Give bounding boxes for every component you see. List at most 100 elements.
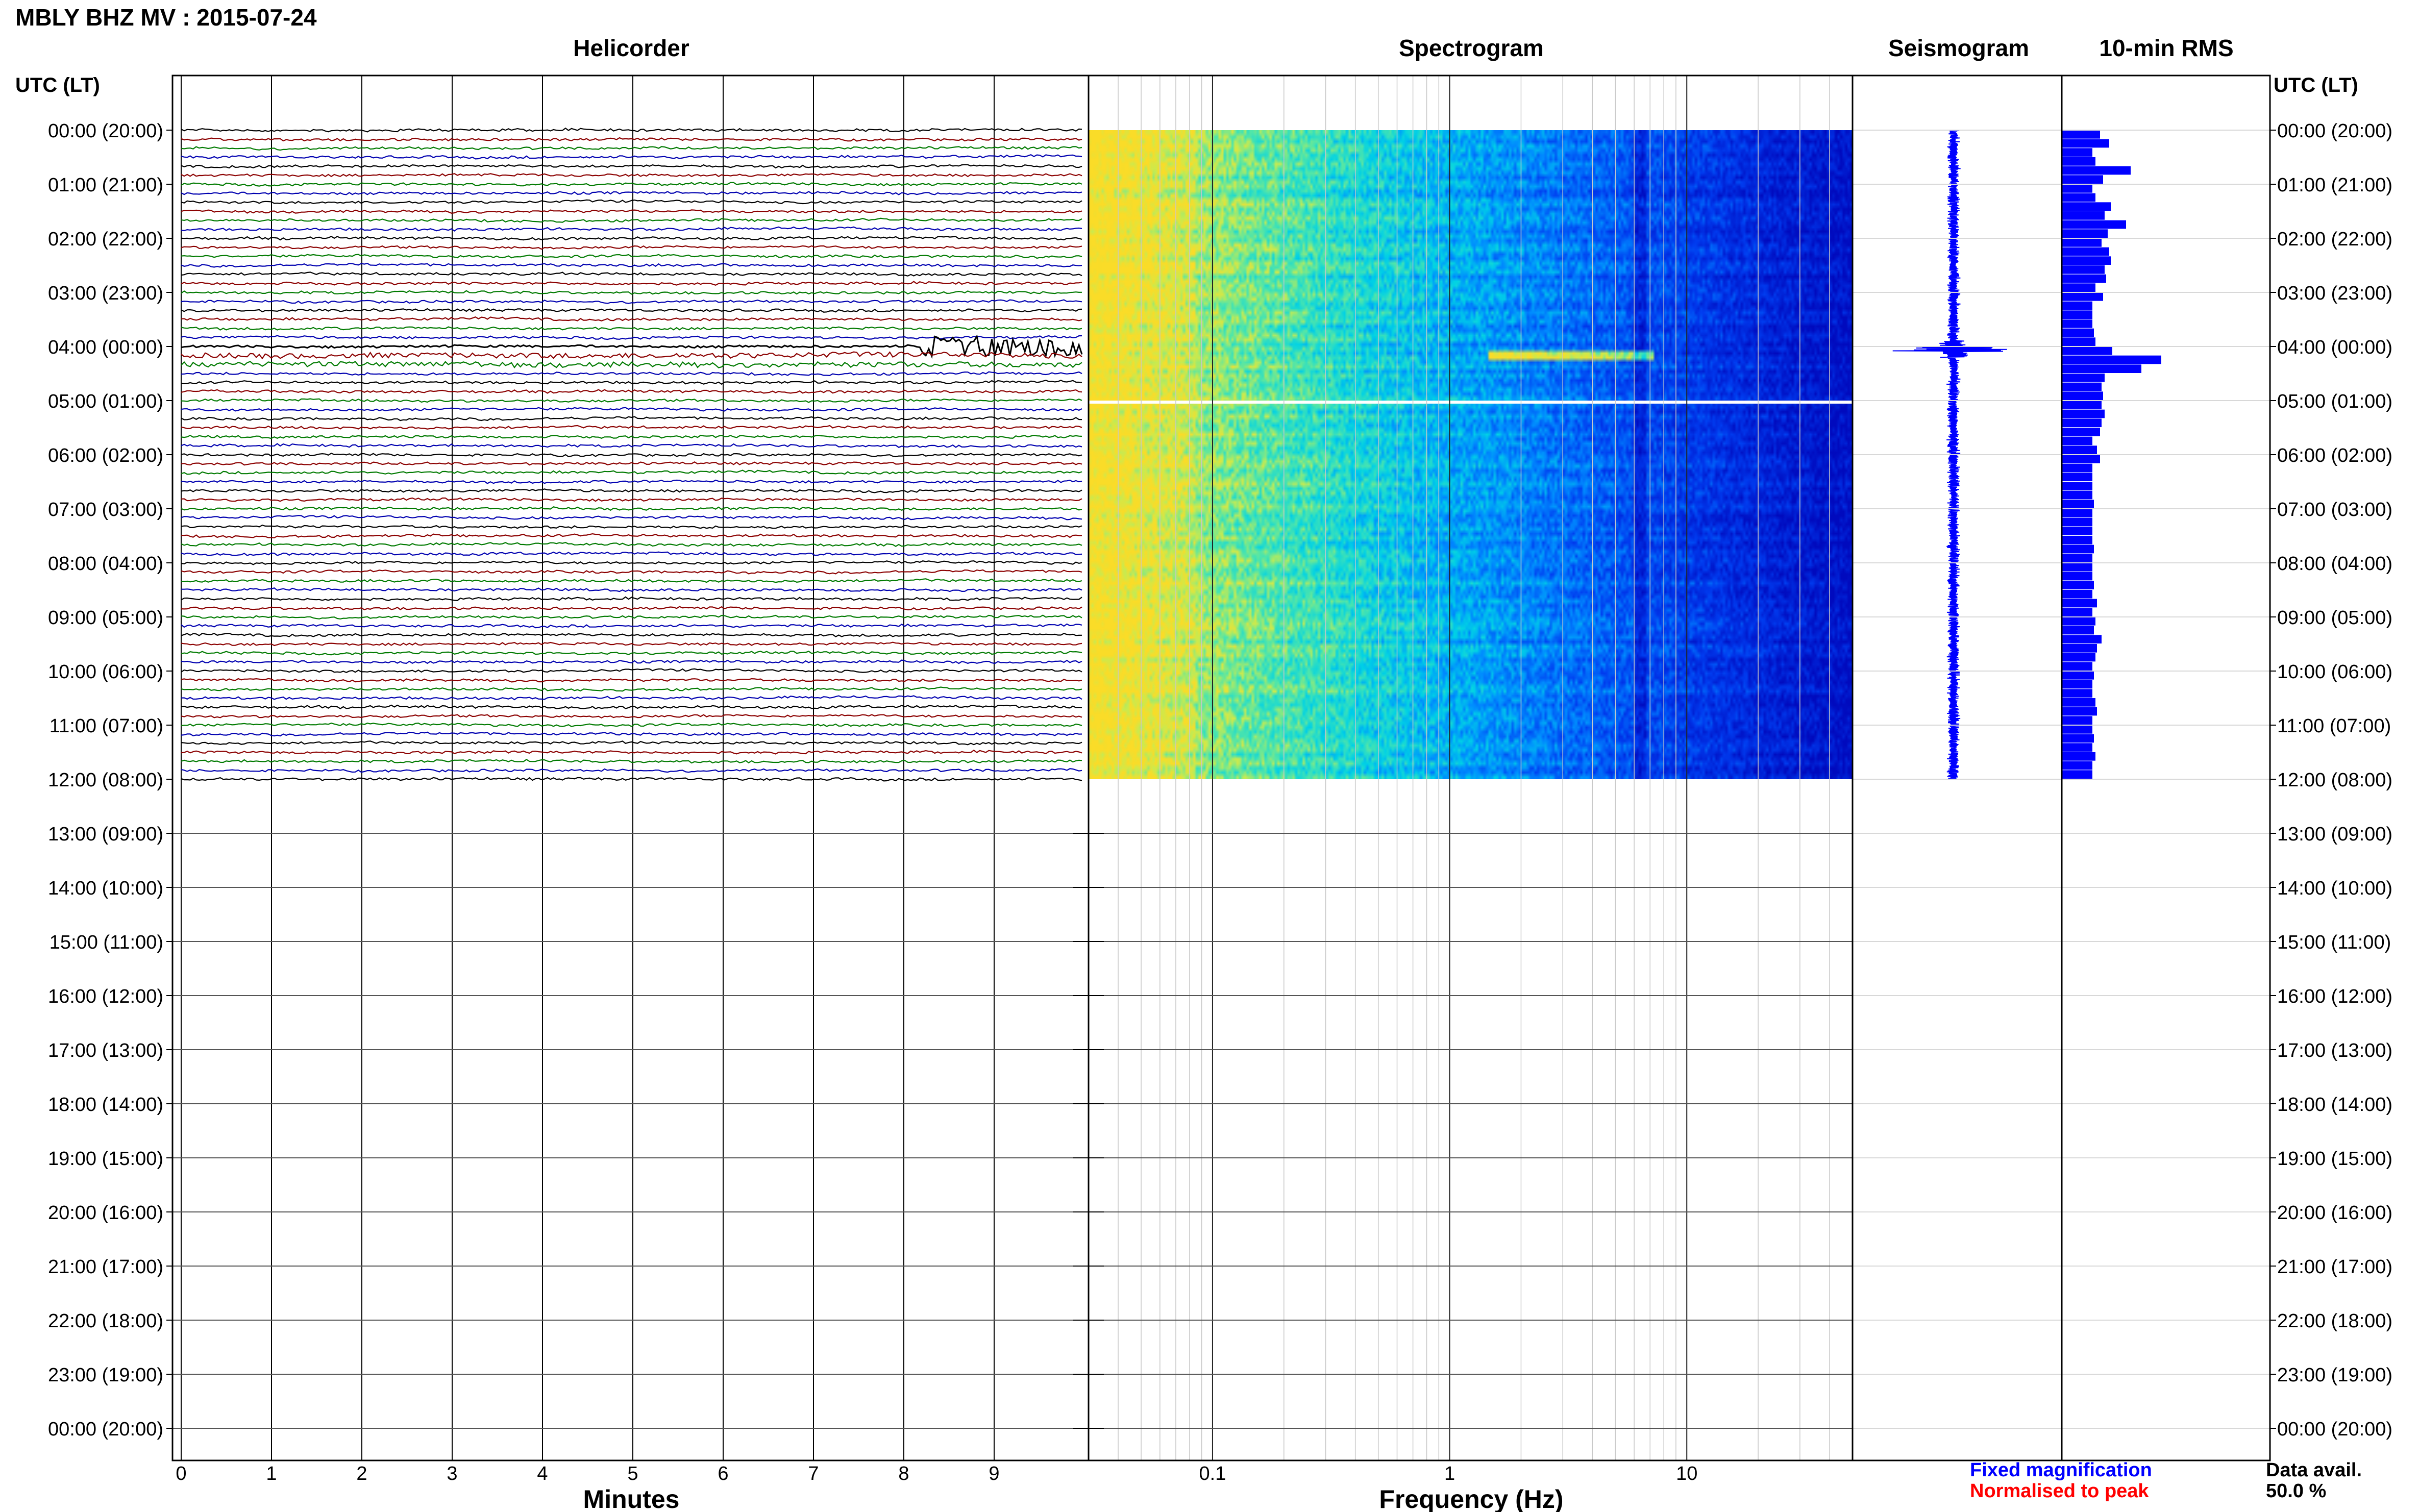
- rms-bar: [2062, 310, 2092, 319]
- hour-gridlines: [166, 130, 2276, 1429]
- time-label-left: 15:00 (11:00): [50, 932, 163, 953]
- rms-bar: [2062, 734, 2094, 743]
- time-label-left: 02:00 (22:00): [48, 229, 163, 250]
- time-label-right: 19:00 (15:00): [2277, 1148, 2392, 1170]
- rms-bar: [2062, 166, 2131, 175]
- rms-bar: [2062, 490, 2092, 500]
- minutes-tick-label: 3: [447, 1463, 457, 1484]
- helicorder-trace: [181, 758, 1082, 764]
- rms-bar: [2062, 473, 2092, 481]
- helicorder-trace: [181, 164, 1082, 169]
- helicorder-trace: [181, 154, 1082, 160]
- time-label-right: 02:00 (22:00): [2277, 229, 2392, 250]
- helicorder-trace: [181, 525, 1082, 529]
- helicorder-trace: [181, 416, 1082, 422]
- helicorder-trace: [181, 777, 1082, 782]
- figure-title: MBLY BHZ MV : 2015-07-24: [15, 4, 317, 31]
- left-axis-title: UTC (LT): [15, 74, 100, 96]
- helicorder-trace: [181, 199, 1082, 205]
- helicorder-trace: [181, 290, 1082, 295]
- helicorder-trace: [181, 606, 1082, 611]
- rms-bar: [2062, 770, 2092, 779]
- rms-bar: [2062, 608, 2092, 616]
- rms-bar: [2062, 671, 2094, 680]
- helicorder-trace: [181, 659, 1082, 664]
- time-label-right: 22:00 (18:00): [2277, 1310, 2392, 1332]
- helicorder-trace: [181, 749, 1082, 755]
- helicorder-trace: [181, 263, 1082, 268]
- rms-bar: [2062, 229, 2108, 238]
- rms-bar: [2062, 139, 2109, 148]
- fixed-magnification-legend: Fixed magnification: [1970, 1459, 2152, 1481]
- time-label-left: 16:00 (12:00): [48, 986, 163, 1007]
- rms-bar: [2062, 292, 2103, 301]
- rms-bar: [2062, 238, 2102, 247]
- helicorder-trace: [181, 768, 1082, 773]
- rms-bar: [2062, 274, 2106, 283]
- time-label-right: 12:00 (08:00): [2277, 770, 2392, 791]
- helicorder-traces: [181, 76, 1083, 1460]
- helicorder-trace: [181, 245, 1082, 250]
- time-label-right: 18:00 (14:00): [2277, 1094, 2392, 1116]
- rms-bar: [2062, 184, 2092, 193]
- minutes-tick-label: 6: [718, 1463, 728, 1484]
- helicorder-trace: [181, 271, 1082, 277]
- rms-bar: [2062, 544, 2094, 554]
- spectrogram-heatmap: [1089, 130, 1853, 779]
- helicorder-trace: [181, 668, 1082, 673]
- rms-bar: [2062, 382, 2102, 391]
- frequency-tick-label: 10: [1676, 1463, 1697, 1484]
- rms-title: 10-min RMS: [2099, 35, 2233, 61]
- time-label-left: 04:00 (00:00): [48, 337, 163, 358]
- rms-bar: [2062, 283, 2095, 292]
- time-label-right: 04:00 (00:00): [2277, 337, 2392, 358]
- helicorder-trace: [181, 596, 1082, 602]
- rms-bar: [2062, 662, 2092, 671]
- helicorder-trace: [181, 226, 1082, 232]
- data-availability-label: Data avail.: [2266, 1459, 2362, 1481]
- time-label-right: 06:00 (02:00): [2277, 445, 2392, 466]
- helicorder-trace: [181, 453, 1082, 458]
- helicorder-trace: [181, 587, 1082, 592]
- rms-bars: [2062, 130, 2161, 779]
- helicorder-trace: [181, 361, 1082, 369]
- rms-bar: [2062, 500, 2094, 508]
- rms-bar: [2062, 418, 2102, 427]
- rms-bar: [2062, 725, 2092, 734]
- helicorder-trace: [181, 506, 1082, 511]
- rms-bar: [2062, 211, 2105, 220]
- time-label-right: 14:00 (10:00): [2277, 878, 2392, 899]
- rms-bar: [2062, 337, 2095, 346]
- rms-bar: [2062, 445, 2097, 454]
- time-label-right: 13:00 (09:00): [2277, 824, 2392, 845]
- time-label-right: 10:00 (06:00): [2277, 661, 2392, 683]
- rms-bar: [2062, 517, 2092, 527]
- helicorder-trace: [181, 686, 1082, 692]
- rms-bar: [2062, 463, 2092, 473]
- time-label-left: 03:00 (23:00): [48, 283, 163, 304]
- helicorder-trace: [181, 209, 1082, 214]
- helicorder-trace: [181, 488, 1082, 493]
- rms-bar: [2062, 193, 2095, 202]
- helicorder-trace: [181, 137, 1082, 142]
- time-label-right: 20:00 (16:00): [2277, 1202, 2392, 1224]
- time-label-right: 08:00 (04:00): [2277, 553, 2392, 575]
- helicorder-trace: [181, 316, 1082, 321]
- helicorder-trace: [181, 389, 1082, 394]
- minutes-tick-label: 1: [266, 1463, 277, 1484]
- time-label-right: 17:00 (13:00): [2277, 1040, 2392, 1061]
- helicorder-trace: [181, 326, 1082, 331]
- helicorder-trace: [181, 308, 1082, 313]
- minutes-tick-label: 2: [356, 1463, 367, 1484]
- minutes-tick-label: 5: [627, 1463, 638, 1484]
- time-label-right: 15:00 (11:00): [2277, 932, 2391, 953]
- time-label-right: 11:00 (07:00): [2277, 715, 2391, 737]
- rms-bar: [2062, 130, 2100, 139]
- helicorder-trace: [181, 722, 1082, 727]
- helicorder-trace: [181, 623, 1082, 629]
- helicorder-trace: [181, 380, 1082, 385]
- helicorder-trace: [181, 335, 1082, 340]
- rms-bar: [2062, 355, 2161, 364]
- data-availability-value: 50.0 %: [2266, 1480, 2326, 1502]
